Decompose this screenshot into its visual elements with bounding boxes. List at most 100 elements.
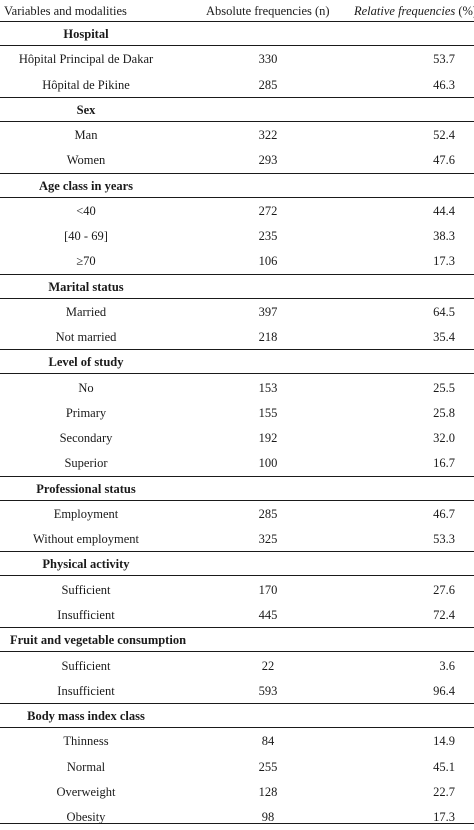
row-absolute-frequency: 98 xyxy=(261,810,275,824)
table-row: Obesity 98 17.3 xyxy=(0,805,474,830)
row-relative-frequency: 25.8 xyxy=(433,406,455,420)
row-relative-frequency: 53.7 xyxy=(433,52,455,67)
row-absolute-frequency: 330 xyxy=(258,52,278,67)
row-relative-frequency: 52.4 xyxy=(433,128,455,143)
table-row: Insufficient 593 96.4 xyxy=(0,679,474,704)
row-relative-frequency: 72.4 xyxy=(433,608,455,622)
row-absolute-frequency: 128 xyxy=(258,784,278,799)
row-label: Obesity xyxy=(66,810,106,824)
row-absolute-frequency: 218 xyxy=(258,330,278,345)
section-title-text: Fruit and vegetable consumption xyxy=(9,633,187,648)
section-title: Sex xyxy=(0,98,474,122)
row-label: Superior xyxy=(64,456,108,471)
row-label: Primary xyxy=(65,406,107,420)
table-row: Primary 155 25.8 xyxy=(0,401,474,426)
section-divider xyxy=(0,475,474,477)
row-absolute-frequency: 285 xyxy=(258,77,278,92)
table-row: Married 397 64.5 xyxy=(0,300,474,325)
row-label: Normal xyxy=(66,759,106,774)
section-divider xyxy=(0,172,474,174)
section-title-text: Hospital xyxy=(63,27,109,41)
row-label: Sufficient xyxy=(61,582,111,597)
section-divider xyxy=(0,551,474,553)
row-relative-frequency: 96.4 xyxy=(433,683,455,698)
table-row: Sufficient 170 27.6 xyxy=(0,578,474,603)
table-row: Superior 100 16.7 xyxy=(0,451,474,476)
row-absolute-frequency: 100 xyxy=(258,456,278,471)
row-relative-frequency: 64.5 xyxy=(433,305,455,319)
table-row: Not married 218 35.4 xyxy=(0,325,474,350)
table-row: Hôpital Principal de Dakar 330 53.7 xyxy=(0,47,474,72)
row-label: Insufficient xyxy=(57,683,115,698)
row-relative-frequency: 46.3 xyxy=(433,77,455,92)
row-relative-frequency: 46.7 xyxy=(433,507,455,521)
table-row: <40 272 44.4 xyxy=(0,199,474,224)
table-row: Secondary 192 32.0 xyxy=(0,426,474,451)
header-relative-label: Relative frequencies xyxy=(354,4,456,18)
section-divider xyxy=(0,349,474,351)
section-title-text: Body mass index class xyxy=(27,709,145,723)
section-title: Fruit and vegetable consumption xyxy=(0,628,474,653)
row-absolute-frequency: 22 xyxy=(261,658,275,673)
table-row: Insufficient 445 72.4 xyxy=(0,603,474,628)
header-relative-unit: (%) xyxy=(458,4,474,18)
table-row: ≥70 106 17.3 xyxy=(0,249,474,274)
row-absolute-frequency: 170 xyxy=(258,582,278,597)
row-label: Man xyxy=(74,128,98,143)
row-label: <40 xyxy=(76,204,96,218)
row-relative-frequency: 38.3 xyxy=(433,229,455,244)
row-absolute-frequency: 325 xyxy=(258,532,278,547)
row-label: Without employment xyxy=(32,532,140,547)
row-absolute-frequency: 322 xyxy=(258,128,278,143)
row-absolute-frequency: 192 xyxy=(258,431,278,446)
table-bottom-rule xyxy=(0,823,474,824)
row-label: [40 - 69] xyxy=(64,229,108,244)
row-label: Sufficient xyxy=(61,658,111,673)
row-absolute-frequency: 397 xyxy=(258,305,278,319)
row-relative-frequency: 45.1 xyxy=(433,759,455,774)
row-label: Secondary xyxy=(59,431,113,446)
section-title: Professional status xyxy=(0,477,474,501)
row-label: Married xyxy=(65,305,107,319)
table-row: Normal 255 45.1 xyxy=(0,755,474,780)
row-label: No xyxy=(78,380,94,395)
section-title: Level of study xyxy=(0,350,474,375)
row-absolute-frequency: 285 xyxy=(258,507,278,521)
row-label: Overweight xyxy=(56,784,116,799)
header-absolute-frequencies: Absolute frequencies (n) xyxy=(206,4,330,18)
table-header: Variables and modalities Absolute freque… xyxy=(0,0,474,22)
row-relative-frequency: 35.4 xyxy=(433,330,455,345)
row-absolute-frequency: 272 xyxy=(258,204,278,218)
row-absolute-frequency: 153 xyxy=(258,380,278,395)
section-title: Physical activity xyxy=(0,552,474,577)
row-relative-frequency: 53.3 xyxy=(433,532,455,547)
table-row: Women 293 47.6 xyxy=(0,148,474,173)
row-relative-frequency: 16.7 xyxy=(433,456,455,471)
section-divider xyxy=(0,703,474,704)
section-title-text: Sex xyxy=(76,102,96,117)
table-row: Thinness 84 14.9 xyxy=(0,729,474,754)
section-divider xyxy=(0,96,474,98)
row-relative-frequency: 47.6 xyxy=(433,153,455,168)
table-row: Hôpital de Pikine 285 46.3 xyxy=(0,73,474,98)
section-title-text: Physical activity xyxy=(42,557,130,572)
row-relative-frequency: 27.6 xyxy=(433,582,455,597)
row-label: Hôpital de Pikine xyxy=(42,77,130,92)
row-relative-frequency: 3.6 xyxy=(439,658,455,673)
section-title: Marital status xyxy=(0,275,474,299)
table-row: Man 322 52.4 xyxy=(0,123,474,148)
section-divider xyxy=(0,273,474,275)
section-title-text: Marital status xyxy=(48,279,124,294)
row-label: Women xyxy=(66,153,106,168)
header-variables: Variables and modalities xyxy=(4,4,127,18)
row-absolute-frequency: 255 xyxy=(258,759,278,774)
section-divider xyxy=(0,627,474,629)
row-label: Not married xyxy=(55,330,117,345)
row-label: Employment xyxy=(53,507,119,521)
row-absolute-frequency: 155 xyxy=(258,406,278,420)
row-absolute-frequency: 106 xyxy=(258,254,278,269)
row-relative-frequency: 25.5 xyxy=(433,380,455,395)
section-title: Hospital xyxy=(0,22,474,46)
row-relative-frequency: 32.0 xyxy=(433,431,455,446)
